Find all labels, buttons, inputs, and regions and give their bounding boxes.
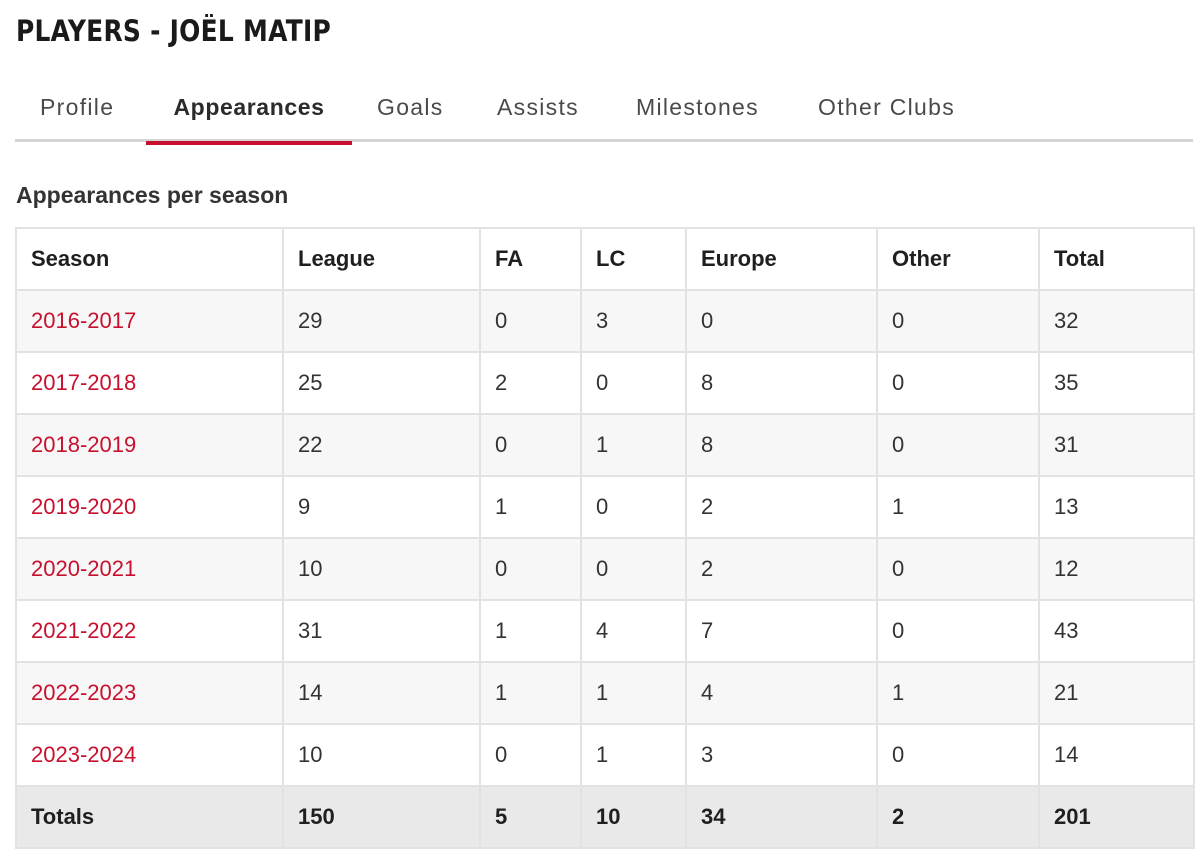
other-cell: 0 <box>876 599 1040 663</box>
league-cell: 10 <box>282 537 481 601</box>
tab-profile[interactable]: Profile <box>40 94 115 120</box>
lc-cell: 0 <box>580 351 687 415</box>
tab-other-clubs[interactable]: Other Clubs <box>818 94 956 120</box>
total-cell: 43 <box>1038 599 1195 663</box>
league-cell: 9 <box>282 475 481 539</box>
season-link[interactable]: 2019-2020 <box>15 475 284 539</box>
table-row: 2022-2023 14 1 1 4 1 21 <box>15 661 1195 725</box>
totals-row: Totals 150 5 10 34 2 201 <box>15 785 1195 849</box>
europe-cell: 8 <box>685 413 878 477</box>
table-row: 2021-2022 31 1 4 7 0 43 <box>15 599 1195 663</box>
totals-league: 150 <box>282 785 481 849</box>
tab-assists[interactable]: Assists <box>497 94 579 120</box>
totals-total: 201 <box>1038 785 1195 849</box>
fa-cell: 0 <box>479 537 582 601</box>
season-link[interactable]: 2023-2024 <box>15 723 284 787</box>
fa-cell: 2 <box>479 351 582 415</box>
league-cell: 25 <box>282 351 481 415</box>
tab-bar: Profile Appearances Goals Assists Milest… <box>15 76 1193 145</box>
fa-cell: 1 <box>479 661 582 725</box>
column-header-total: Total <box>1038 227 1195 291</box>
totals-label: Totals <box>15 785 284 849</box>
lc-cell: 0 <box>580 475 687 539</box>
season-link[interactable]: 2016-2017 <box>15 289 284 353</box>
other-cell: 0 <box>876 289 1040 353</box>
season-link[interactable]: 2022-2023 <box>15 661 284 725</box>
europe-cell: 2 <box>685 537 878 601</box>
table-header-row: Season League FA LC Europe Other Total <box>15 227 1195 291</box>
season-link[interactable]: 2021-2022 <box>15 599 284 663</box>
total-cell: 13 <box>1038 475 1195 539</box>
europe-cell: 7 <box>685 599 878 663</box>
europe-cell: 3 <box>685 723 878 787</box>
other-cell: 0 <box>876 413 1040 477</box>
column-header-fa: FA <box>479 227 582 291</box>
lc-cell: 3 <box>580 289 687 353</box>
page-title: PLAYERS - JOËL MATIP <box>16 14 332 48</box>
column-header-lc: LC <box>580 227 687 291</box>
tab-appearances[interactable]: Appearances <box>146 76 352 145</box>
total-cell: 14 <box>1038 723 1195 787</box>
fa-cell: 1 <box>479 475 582 539</box>
tab-milestones[interactable]: Milestones <box>636 94 759 120</box>
lc-cell: 0 <box>580 537 687 601</box>
totals-lc: 10 <box>580 785 687 849</box>
totals-europe: 34 <box>685 785 878 849</box>
total-cell: 12 <box>1038 537 1195 601</box>
league-cell: 10 <box>282 723 481 787</box>
league-cell: 31 <box>282 599 481 663</box>
totals-other: 2 <box>876 785 1040 849</box>
fa-cell: 1 <box>479 599 582 663</box>
other-cell: 0 <box>876 351 1040 415</box>
table-row: 2019-2020 9 1 0 2 1 13 <box>15 475 1195 539</box>
lc-cell: 1 <box>580 661 687 725</box>
table-row: 2023-2024 10 0 1 3 0 14 <box>15 723 1195 787</box>
other-cell: 0 <box>876 537 1040 601</box>
europe-cell: 4 <box>685 661 878 725</box>
other-cell: 0 <box>876 723 1040 787</box>
lc-cell: 1 <box>580 723 687 787</box>
europe-cell: 8 <box>685 351 878 415</box>
table-row: 2017-2018 25 2 0 8 0 35 <box>15 351 1195 415</box>
column-header-league: League <box>282 227 481 291</box>
league-cell: 14 <box>282 661 481 725</box>
season-link[interactable]: 2017-2018 <box>15 351 284 415</box>
column-header-season: Season <box>15 227 284 291</box>
column-header-europe: Europe <box>685 227 878 291</box>
total-cell: 31 <box>1038 413 1195 477</box>
season-link[interactable]: 2020-2021 <box>15 537 284 601</box>
totals-fa: 5 <box>479 785 582 849</box>
total-cell: 32 <box>1038 289 1195 353</box>
total-cell: 21 <box>1038 661 1195 725</box>
table-row: 2018-2019 22 0 1 8 0 31 <box>15 413 1195 477</box>
league-cell: 29 <box>282 289 481 353</box>
tab-goals[interactable]: Goals <box>377 94 444 120</box>
table-row: 2020-2021 10 0 0 2 0 12 <box>15 537 1195 601</box>
other-cell: 1 <box>876 475 1040 539</box>
season-link[interactable]: 2018-2019 <box>15 413 284 477</box>
section-title: Appearances per season <box>16 182 289 208</box>
column-header-other: Other <box>876 227 1040 291</box>
other-cell: 1 <box>876 661 1040 725</box>
fa-cell: 0 <box>479 289 582 353</box>
table-row: 2016-2017 29 0 3 0 0 32 <box>15 289 1195 353</box>
total-cell: 35 <box>1038 351 1195 415</box>
europe-cell: 0 <box>685 289 878 353</box>
league-cell: 22 <box>282 413 481 477</box>
europe-cell: 2 <box>685 475 878 539</box>
appearances-table: Season League FA LC Europe Other Total 2… <box>15 227 1195 849</box>
fa-cell: 0 <box>479 723 582 787</box>
lc-cell: 4 <box>580 599 687 663</box>
lc-cell: 1 <box>580 413 687 477</box>
fa-cell: 0 <box>479 413 582 477</box>
